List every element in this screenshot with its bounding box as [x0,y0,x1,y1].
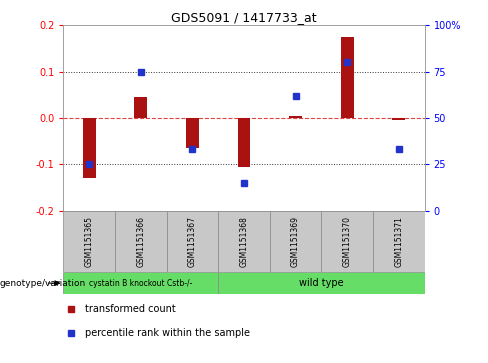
Bar [63,272,218,294]
Text: wild type: wild type [299,278,344,288]
Bar [134,97,147,118]
Text: transformed count: transformed count [85,305,176,314]
Bar [83,118,96,178]
Text: GSM1151365: GSM1151365 [85,216,94,267]
Text: GSM1151371: GSM1151371 [394,216,403,267]
Bar [166,211,218,272]
Bar [238,118,250,167]
Bar [270,211,322,272]
Bar [322,211,373,272]
Text: GSM1151370: GSM1151370 [343,216,352,267]
Bar [289,116,302,118]
Title: GDS5091 / 1417733_at: GDS5091 / 1417733_at [171,11,317,24]
Text: GSM1151369: GSM1151369 [291,216,300,267]
Bar [218,272,425,294]
Bar [63,211,115,272]
Text: GSM1151367: GSM1151367 [188,216,197,267]
Bar [115,211,166,272]
Bar [373,211,425,272]
Text: GSM1151366: GSM1151366 [136,216,145,267]
Bar [186,118,199,148]
Text: GSM1151368: GSM1151368 [240,216,248,267]
Bar [218,211,270,272]
Text: percentile rank within the sample: percentile rank within the sample [85,328,250,338]
Text: genotype/variation: genotype/variation [0,279,86,287]
Text: cystatin B knockout Cstb-/-: cystatin B knockout Cstb-/- [89,279,192,287]
Bar [392,118,405,120]
Bar [341,37,354,118]
